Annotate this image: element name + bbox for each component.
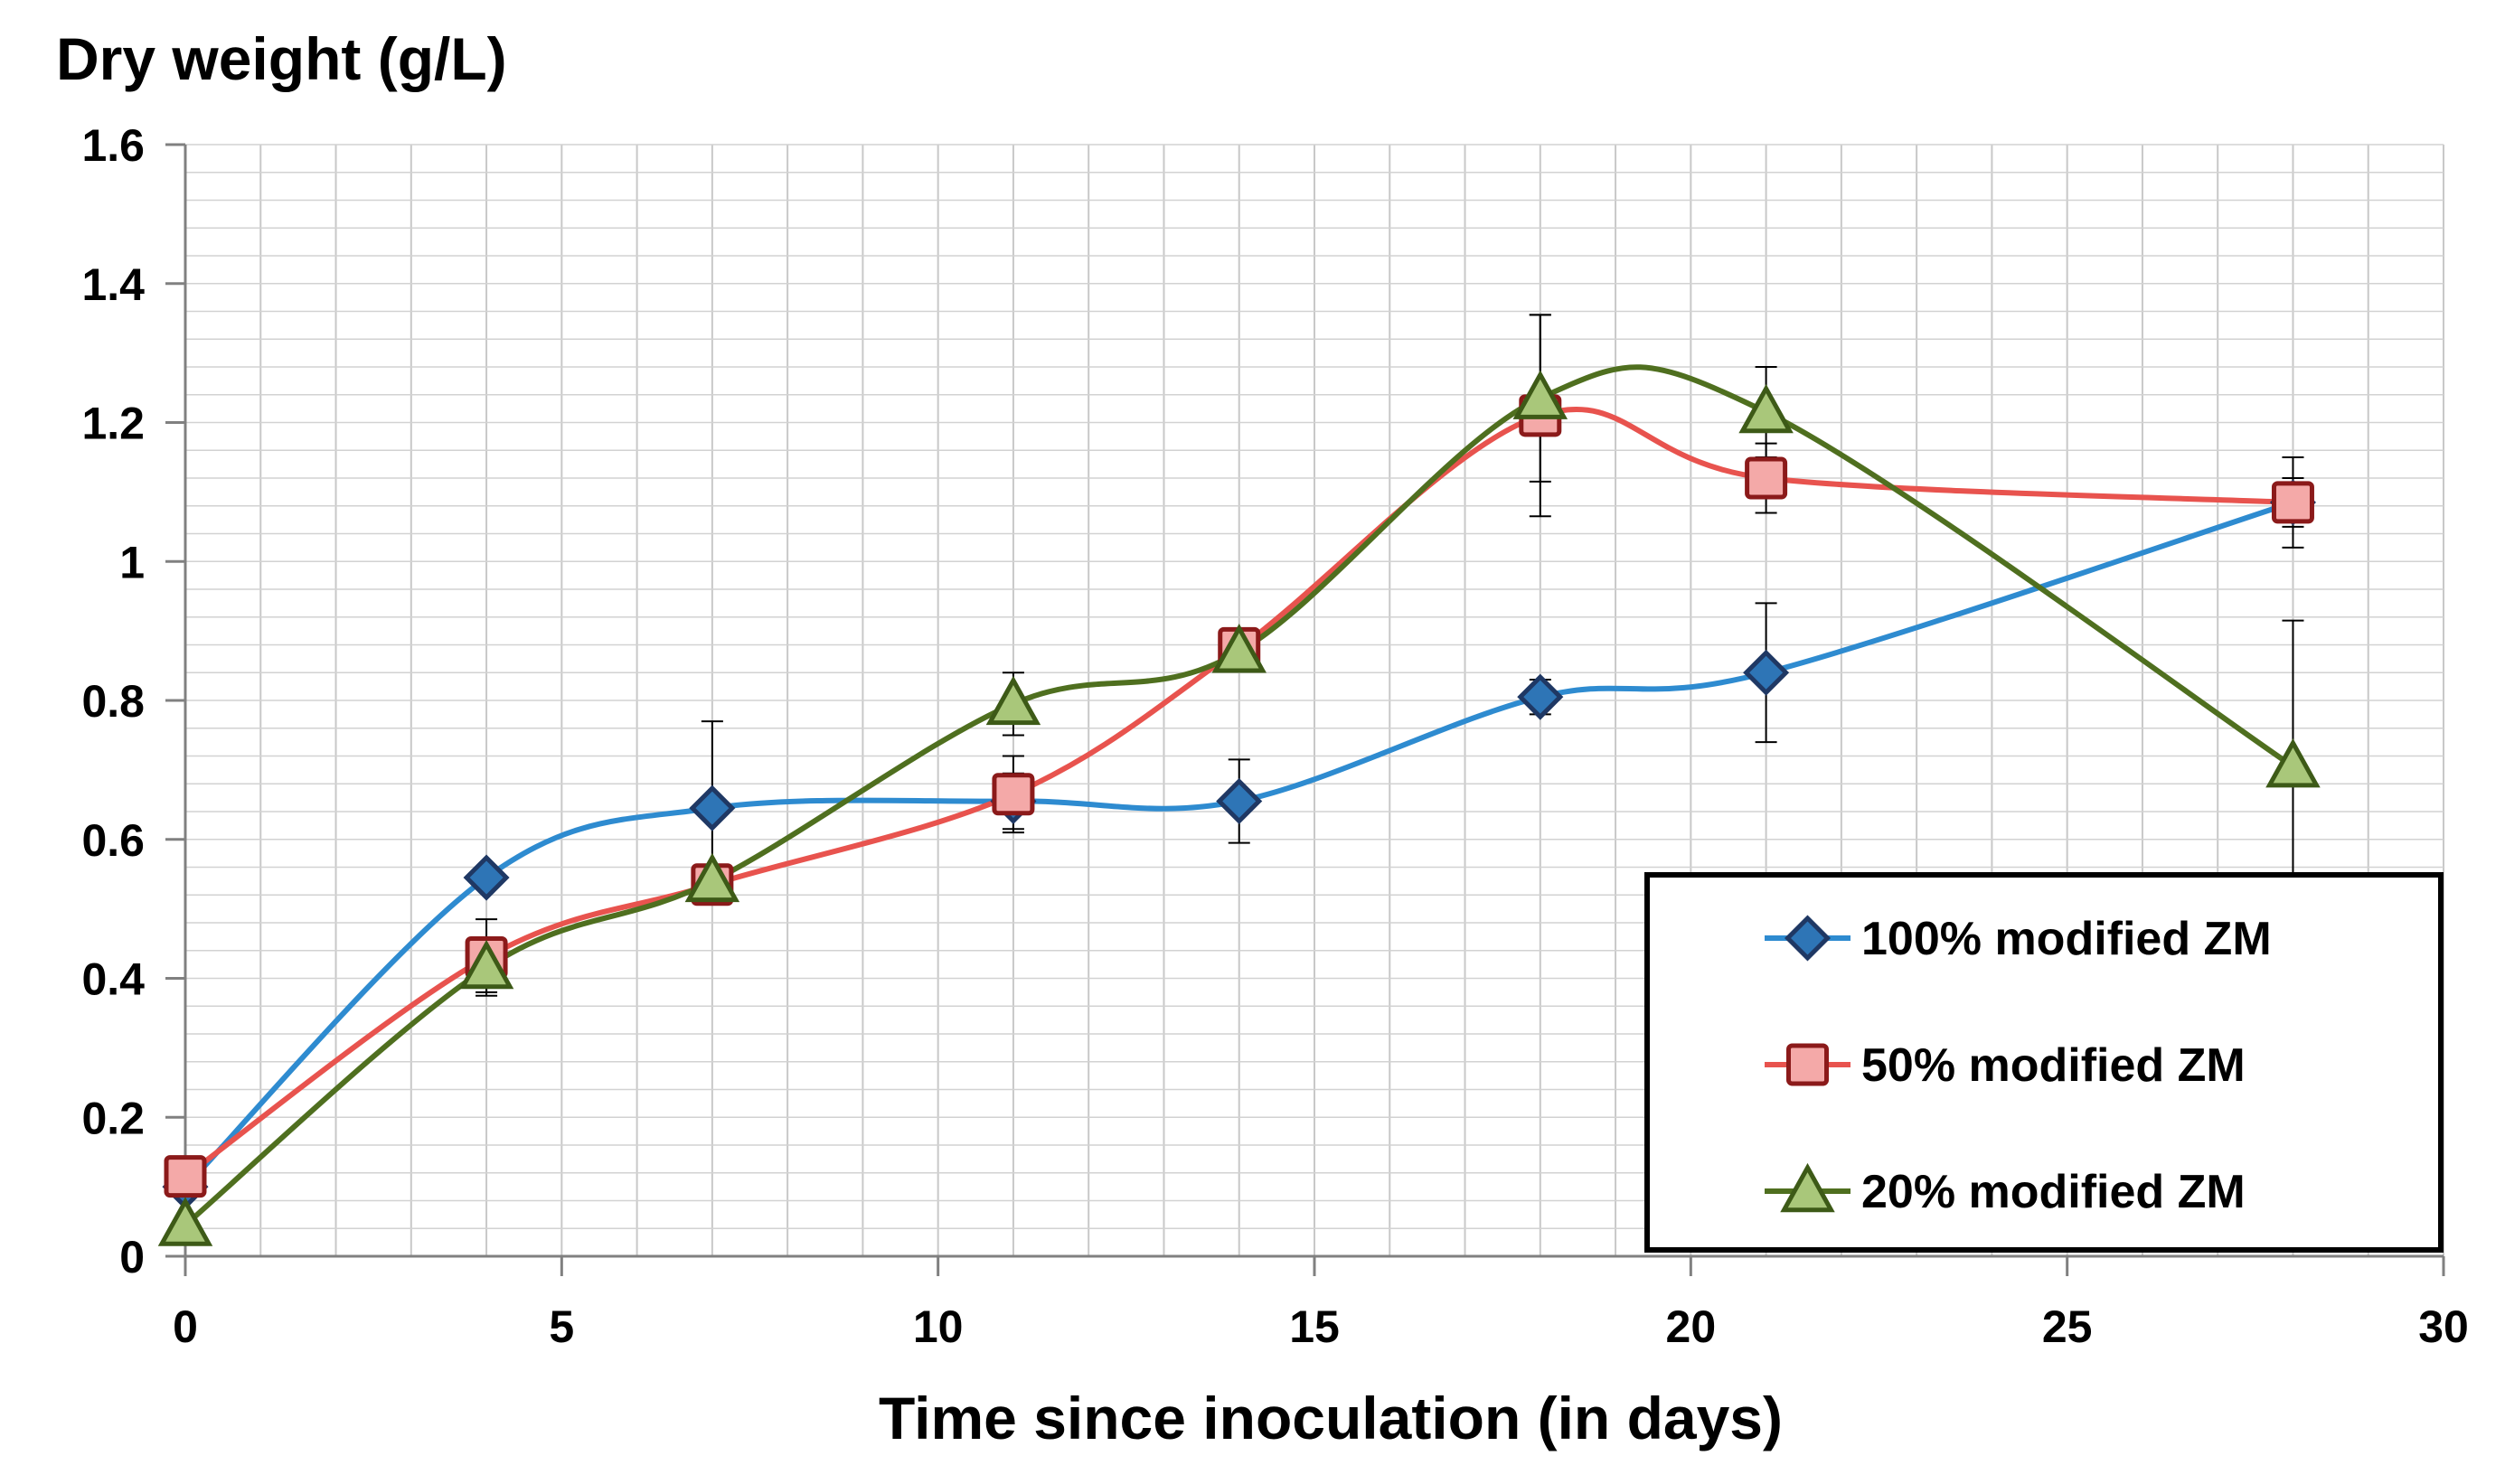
y-tick-label: 1.4 bbox=[81, 259, 145, 310]
data-point-triangle bbox=[985, 675, 1041, 726]
legend-marker-diamond bbox=[1784, 915, 1832, 962]
legend-label: 50% modified ZM bbox=[1861, 1039, 2246, 1092]
data-point-triangle bbox=[1738, 383, 1794, 434]
x-tick-label: 5 bbox=[549, 1301, 574, 1352]
y-tick-label: 0.2 bbox=[81, 1093, 145, 1143]
y-tick-label: 0.6 bbox=[81, 815, 145, 866]
data-point-square bbox=[164, 1155, 207, 1198]
data-point-triangle bbox=[458, 939, 514, 990]
data-point-diamond bbox=[1216, 777, 1263, 825]
y-tick-label: 0.8 bbox=[81, 676, 145, 727]
legend-marker-square bbox=[1786, 1043, 1829, 1086]
x-tick-label: 30 bbox=[2418, 1301, 2469, 1352]
data-point-square bbox=[992, 773, 1035, 816]
y-tick-label: 0 bbox=[119, 1232, 145, 1282]
data-point-triangle bbox=[157, 1197, 213, 1246]
legend: 100% modified ZM 50% modified ZM 20% modif… bbox=[1644, 872, 2444, 1253]
legend-marker-triangle bbox=[1780, 1162, 1835, 1213]
x-tick-label: 10 bbox=[913, 1301, 964, 1352]
series-layer bbox=[157, 314, 2321, 1246]
data-point-triangle bbox=[684, 852, 740, 903]
y-tick-label: 1.6 bbox=[81, 120, 145, 171]
x-tick-label: 0 bbox=[173, 1301, 198, 1352]
data-point-diamond bbox=[689, 784, 736, 831]
x-tick-label: 25 bbox=[2042, 1301, 2093, 1352]
data-point-diamond bbox=[1517, 673, 1564, 720]
x-tick-label: 15 bbox=[1289, 1301, 1340, 1352]
axes: 0 0.2 0.4 0.6 0.8 1 1.2 1.4 1.6 0 5 10 15 20 25 30 bbox=[81, 120, 2468, 1352]
legend-label: 100% modified ZM bbox=[1861, 913, 2272, 965]
y-axis-title: Dry weight (g/L) bbox=[56, 25, 507, 92]
data-point-diamond bbox=[463, 854, 510, 901]
series-line-2 bbox=[184, 364, 2295, 1227]
data-point-triangle bbox=[1512, 370, 1568, 419]
y-tick-label: 0.4 bbox=[81, 954, 145, 1005]
data-point-square bbox=[1745, 456, 1788, 500]
y-tick-label: 1.2 bbox=[81, 399, 145, 449]
data-point-square bbox=[2271, 481, 2314, 524]
y-tick-label: 1 bbox=[119, 537, 145, 587]
data-point-triangle bbox=[2265, 737, 2321, 788]
data-point-diamond bbox=[1743, 649, 1790, 696]
legend-label: 20% modified ZM bbox=[1861, 1166, 2246, 1218]
data-point-triangle bbox=[1211, 624, 1267, 673]
x-tick-label: 20 bbox=[1666, 1301, 1717, 1352]
x-axis-title: Time since inoculation (in days) bbox=[879, 1385, 1783, 1451]
labels: Dry weight (g/L) Time since inoculation … bbox=[56, 25, 1783, 1451]
